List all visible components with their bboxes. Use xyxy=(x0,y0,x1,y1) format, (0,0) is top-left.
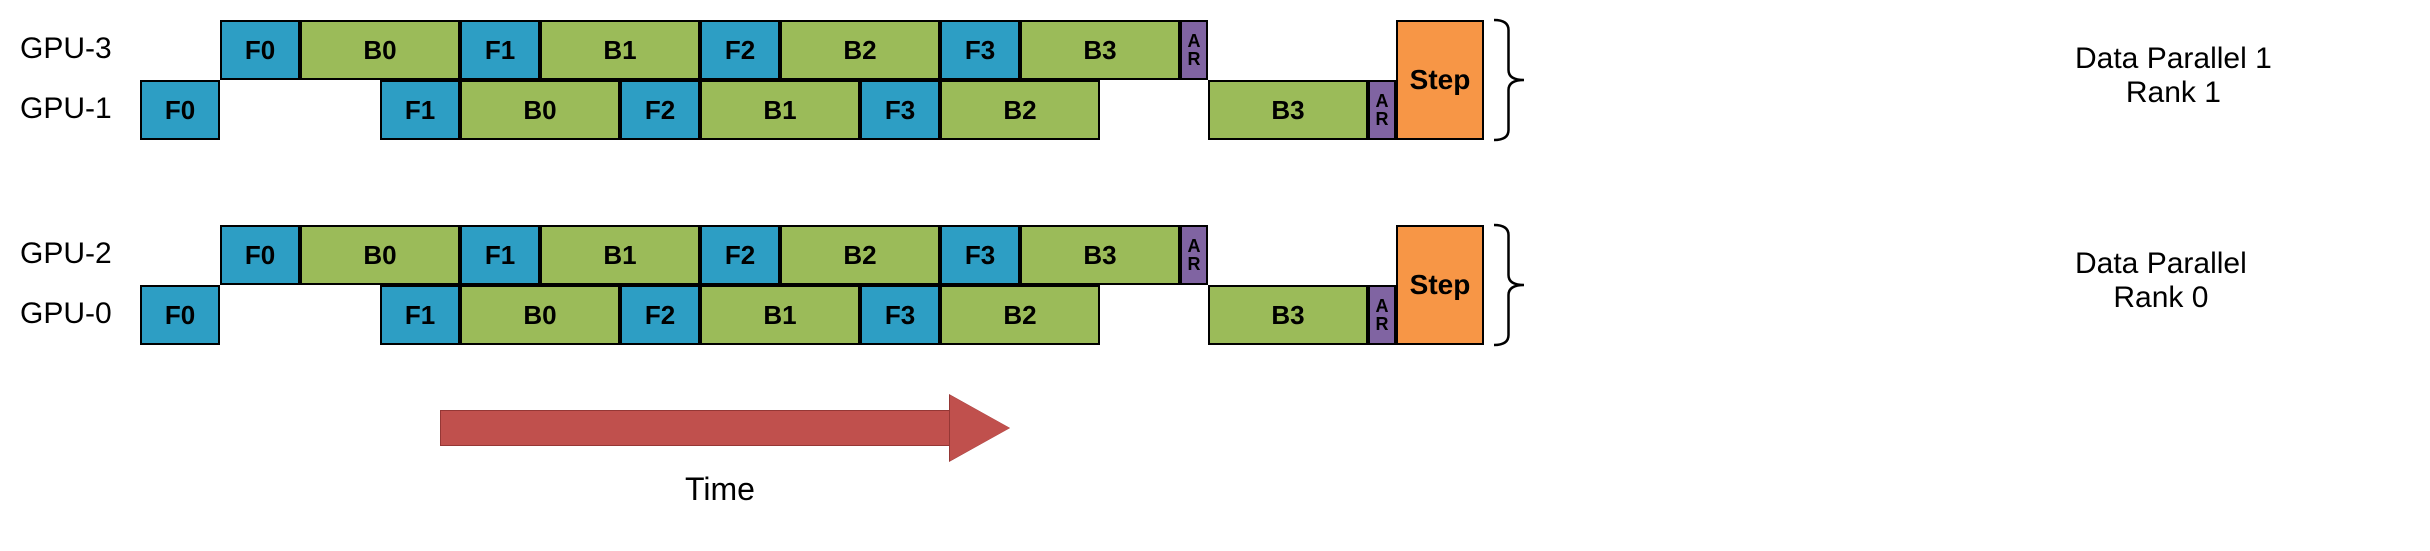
backward-block: B3 xyxy=(1208,285,1368,345)
backward-block: B2 xyxy=(780,225,940,285)
backward-block: B3 xyxy=(1020,20,1180,80)
allreduce-block: AR xyxy=(1180,20,1208,80)
backward-block: B2 xyxy=(940,285,1100,345)
backward-block: B1 xyxy=(540,20,700,80)
backward-block: B0 xyxy=(300,20,460,80)
backward-block: B2 xyxy=(780,20,940,80)
gpu-row-label: GPU-1 xyxy=(20,92,112,126)
backward-block: B1 xyxy=(540,225,700,285)
forward-block: F2 xyxy=(700,20,780,80)
forward-block: F1 xyxy=(380,80,460,140)
forward-block: F1 xyxy=(460,20,540,80)
forward-block: F1 xyxy=(380,285,460,345)
forward-block: F2 xyxy=(620,80,700,140)
backward-block: B3 xyxy=(1020,225,1180,285)
backward-block: B0 xyxy=(300,225,460,285)
data-parallel-group-label: Data Parallel 1Rank 1 xyxy=(2075,42,2272,110)
gpu-row-label: GPU-3 xyxy=(20,32,112,66)
forward-block: F0 xyxy=(220,225,300,285)
allreduce-block: AR xyxy=(1368,80,1396,140)
forward-block: F3 xyxy=(860,80,940,140)
backward-block: B3 xyxy=(1208,80,1368,140)
forward-block: F3 xyxy=(940,20,1020,80)
allreduce-block: AR xyxy=(1180,225,1208,285)
step-block: Step xyxy=(1396,20,1484,140)
forward-block: F1 xyxy=(460,225,540,285)
backward-block: B2 xyxy=(940,80,1100,140)
backward-block: B0 xyxy=(460,285,620,345)
forward-block: F0 xyxy=(140,80,220,140)
allreduce-block: AR xyxy=(1368,285,1396,345)
forward-block: F0 xyxy=(220,20,300,80)
gpu-row-label: GPU-0 xyxy=(20,297,112,331)
backward-block: B0 xyxy=(460,80,620,140)
forward-block: F2 xyxy=(700,225,780,285)
forward-block: F3 xyxy=(940,225,1020,285)
backward-block: B1 xyxy=(700,285,860,345)
group-brace xyxy=(1492,16,1534,144)
forward-block: F0 xyxy=(140,285,220,345)
data-parallel-group-label: Data ParallelRank 0 xyxy=(2075,247,2247,315)
backward-block: B1 xyxy=(700,80,860,140)
time-arrow xyxy=(440,395,1010,461)
time-axis-label: Time xyxy=(685,471,755,508)
forward-block: F3 xyxy=(860,285,940,345)
group-brace xyxy=(1492,221,1534,349)
gpu-row-label: GPU-2 xyxy=(20,237,112,271)
step-block: Step xyxy=(1396,225,1484,345)
forward-block: F2 xyxy=(620,285,700,345)
